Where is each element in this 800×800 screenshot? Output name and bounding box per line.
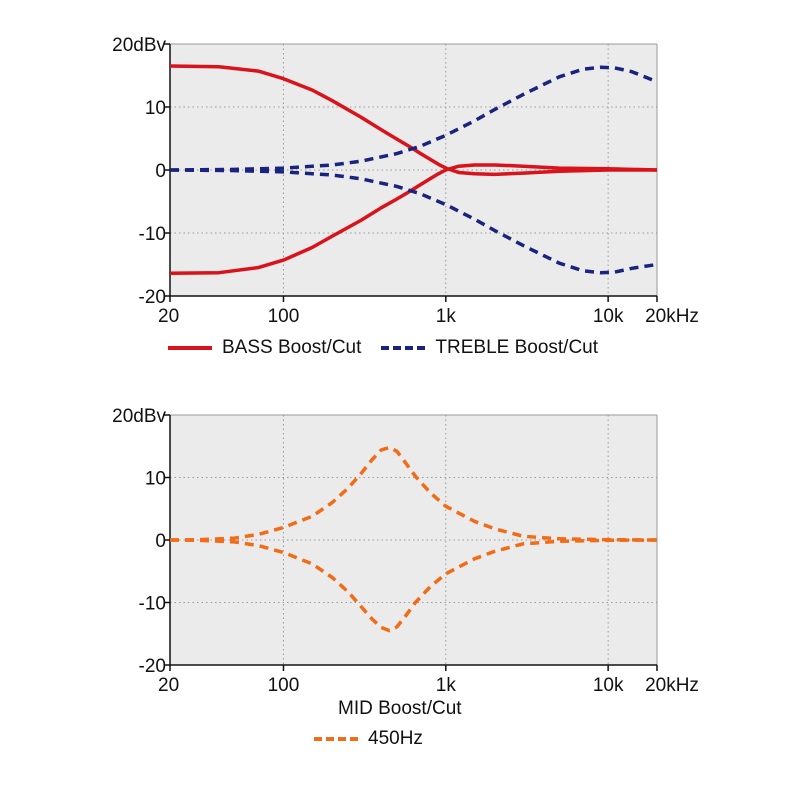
mid-legend: 450Hz (314, 728, 423, 750)
legend-swatch-bass (168, 346, 212, 350)
x-tick-label: 100 (268, 306, 300, 327)
y-tick-label: 0 (155, 161, 166, 182)
y-tick-label: 10 (145, 98, 166, 119)
x-tick-label: 20kHz (645, 675, 699, 696)
x-tick-label: 10k (593, 306, 624, 327)
series-line-bass-boost-cut-boost (169, 64, 657, 177)
y-tick-label: -10 (139, 224, 166, 245)
x-tick-label: 1k (436, 675, 457, 696)
legend-swatch-450hz (314, 737, 358, 741)
mid-chart: 20dBv 10 0 -10 -20 20 100 1k 10k 20kHz MID Boost/… (0, 380, 800, 800)
y-tick-label: -10 (139, 594, 166, 615)
y-tick-label: 0 (155, 531, 166, 552)
y-tick-label: -20 (139, 656, 166, 677)
x-tick-label: 10k (593, 675, 624, 696)
y-tick-label: 20dBv (112, 406, 166, 427)
y-tick-label: -20 (139, 287, 166, 308)
legend-label-450hz: 450Hz (368, 728, 423, 749)
bass-treble-chart: 20dBv 10 0 -10 -20 20 100 1k 10k 20kHz BASS Boost… (0, 0, 800, 380)
y-tick-label: 20dBv (112, 35, 166, 56)
x-tick-label: 1k (436, 306, 457, 327)
legend-label-bass: BASS Boost/Cut (222, 337, 362, 358)
x-tick-label: 20 (158, 306, 179, 327)
y-tick-label: 10 (145, 469, 166, 490)
x-tick-label: 20 (158, 675, 179, 696)
x-tick-label: 100 (268, 675, 300, 696)
legend-swatch-treble (381, 346, 426, 350)
x-tick-label: 20kHz (645, 306, 699, 327)
bass-treble-legend: BASS Boost/Cut TREBLE Boost/Cut (168, 337, 598, 359)
series-line-treble-boost-cut-cut (169, 168, 658, 275)
legend-label-treble: TREBLE Boost/Cut (435, 337, 599, 358)
series-line-450hz-cut (169, 538, 658, 633)
mid-chart-title: MID Boost/Cut (338, 698, 462, 719)
series-line-bass-boost-cut-cut (169, 163, 658, 276)
series-line-treble-boost-cut-boost (169, 65, 658, 172)
series-line-450hz-boost (169, 445, 658, 542)
